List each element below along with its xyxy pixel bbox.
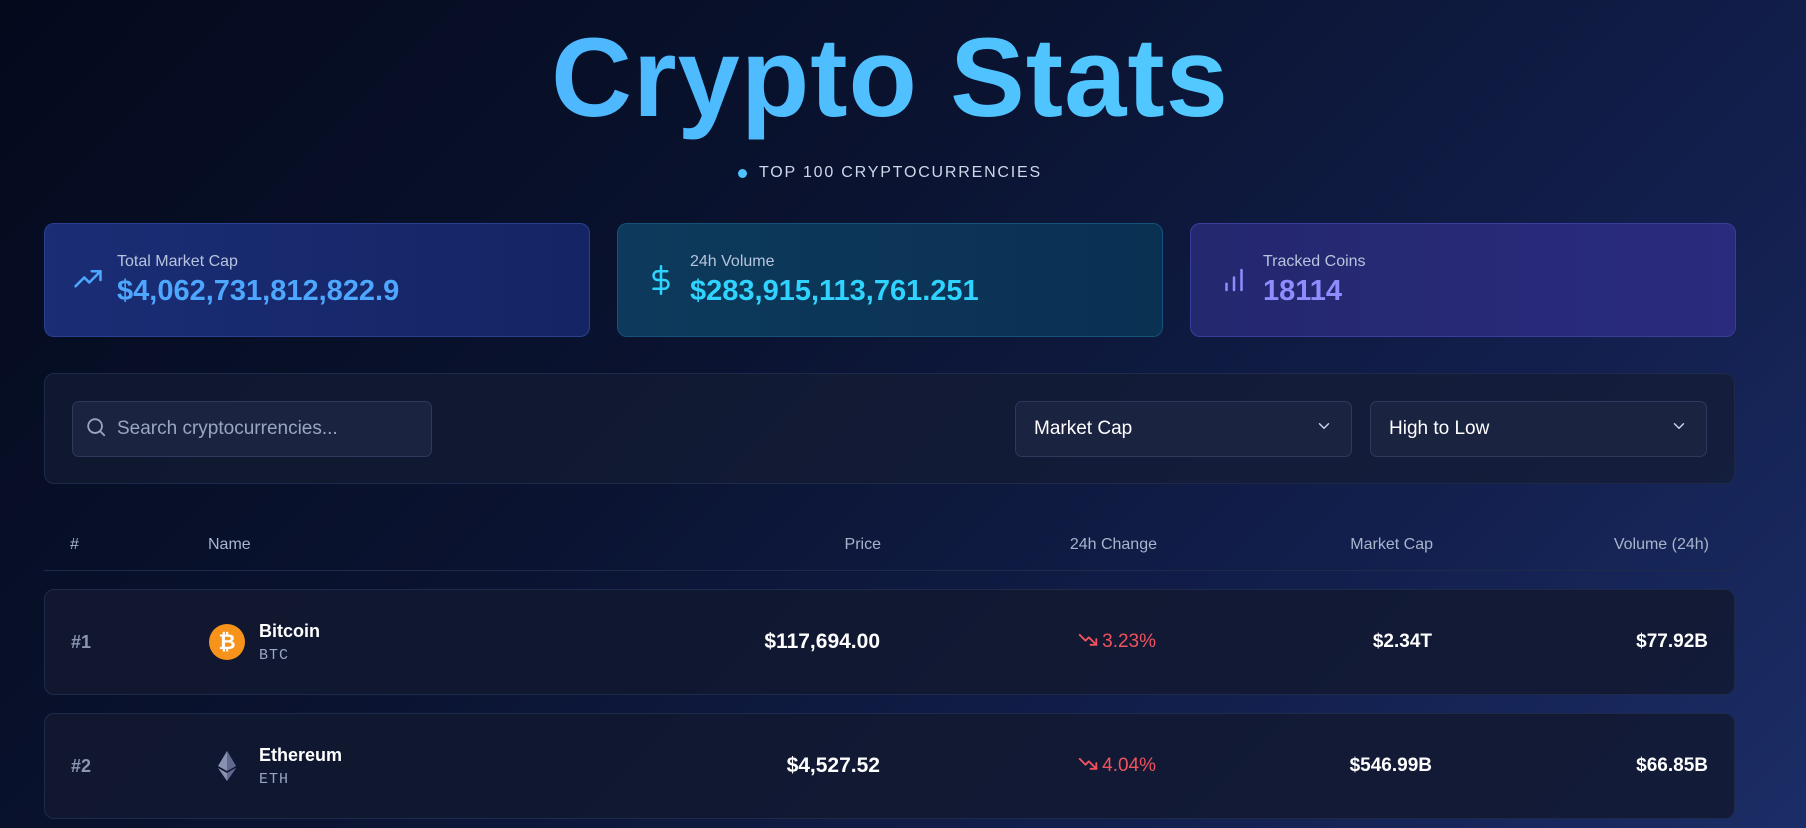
column-header-rank[interactable]: # (70, 536, 79, 553)
column-header-market-cap[interactable]: Market Cap (1350, 536, 1433, 553)
column-header-volume[interactable]: Volume (24h) (1613, 536, 1709, 553)
stat-value: $4,062,731,812,822.9 (117, 274, 400, 307)
search-box[interactable] (72, 401, 432, 457)
coin-symbol: ETH (259, 770, 290, 788)
filter-panel: Market Cap High to Low (44, 373, 1735, 484)
row-volume: $77.92B (1636, 631, 1708, 652)
trending-down-icon (1078, 629, 1102, 655)
table-header: # Name Price 24h Change Market Cap Volum… (44, 520, 1735, 571)
stat-value: 18114 (1263, 274, 1343, 307)
page-title: Crypto Stats (0, 14, 1780, 143)
change-value: 3.23% (1102, 631, 1156, 652)
sort-field-select[interactable]: Market Cap (1015, 401, 1352, 457)
search-icon (85, 416, 107, 443)
row-rank: #1 (71, 631, 92, 652)
bitcoin-icon: ₿ (209, 624, 245, 660)
status-dot (738, 168, 747, 178)
chevron-down-icon (1315, 417, 1333, 441)
svg-text:₿: ₿ (218, 631, 235, 654)
ethereum-icon (209, 748, 245, 784)
stat-card-volume: 24h Volume $283,915,113,761.251 (617, 223, 1163, 337)
row-change: 3.23% (1078, 590, 1156, 694)
row-price: $117,694.00 (764, 630, 880, 653)
row-price: $4,527.52 (786, 754, 880, 777)
stat-label: Tracked Coins (1263, 252, 1366, 270)
trending-down-icon (1078, 753, 1102, 779)
column-header-name[interactable]: Name (208, 536, 251, 553)
column-header-price[interactable]: Price (844, 536, 881, 553)
search-input[interactable] (117, 418, 417, 440)
column-header-change[interactable]: 24h Change (1069, 536, 1157, 553)
dollar-icon (644, 263, 678, 297)
row-change: 4.04% (1078, 714, 1156, 818)
coin-name: Ethereum (259, 744, 343, 765)
page-subtitle: TOP 100 CRYPTOCURRENCIES (0, 164, 1780, 182)
coin-symbol: BTC (259, 646, 290, 664)
stat-value: $283,915,113,761.251 (690, 274, 979, 307)
coin-name: Bitcoin (259, 620, 320, 641)
bar-chart-icon (1217, 263, 1251, 297)
stat-card-market-cap: Total Market Cap $4,062,731,812,822.9 (44, 223, 590, 337)
row-rank: #2 (71, 755, 92, 776)
stat-card-tracked-coins: Tracked Coins 18114 (1190, 223, 1736, 337)
subtitle-text: TOP 100 CRYPTOCURRENCIES (759, 164, 1042, 181)
stat-label: Total Market Cap (117, 252, 238, 270)
row-market-cap: $546.99B (1349, 755, 1432, 776)
stat-label: 24h Volume (690, 252, 775, 270)
sort-order-select[interactable]: High to Low (1370, 401, 1707, 457)
row-market-cap: $2.34T (1372, 631, 1432, 652)
sort-field-value: Market Cap (1034, 418, 1133, 439)
row-coin: Ethereum ETH (209, 714, 342, 818)
sort-order-value: High to Low (1389, 418, 1490, 439)
trending-up-icon (71, 263, 105, 297)
table-row[interactable]: #1 ₿ Bitcoin BTC $117,694.00 3.23% $2.34… (44, 589, 1735, 695)
row-volume: $66.85B (1636, 755, 1708, 776)
change-value: 4.04% (1102, 755, 1156, 776)
row-coin: ₿ Bitcoin BTC (209, 590, 320, 694)
chevron-down-icon (1670, 417, 1688, 441)
table-row[interactable]: #2 Ethereum ETH $4,527.52 4.04% $546.99B… (44, 713, 1735, 819)
